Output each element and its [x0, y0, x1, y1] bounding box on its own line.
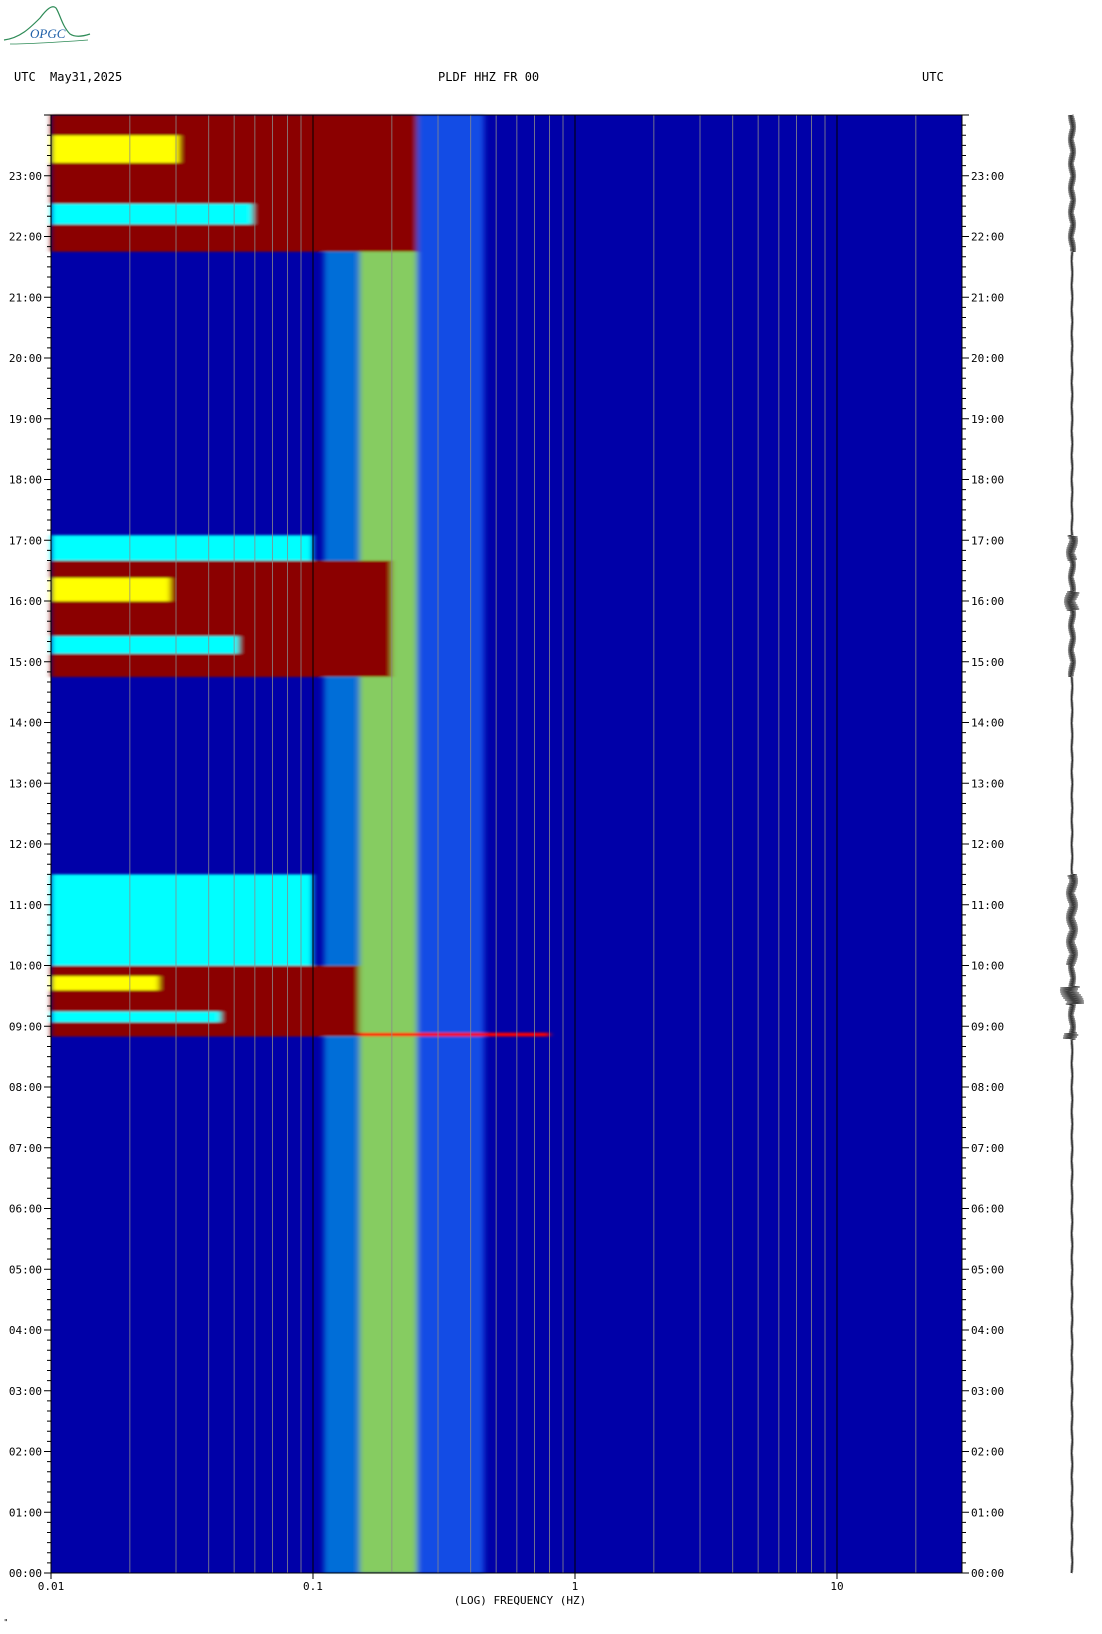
y-tick-label: 15:00	[9, 656, 42, 669]
date-label: May31,2025	[50, 70, 123, 84]
y-tick-label: 11:00	[971, 899, 1004, 912]
x-axis-title: (LOG) FREQUENCY (HZ)	[453, 1594, 587, 1607]
y-tick-label: 12:00	[971, 838, 1004, 851]
y-tick-label: 14:00	[9, 717, 42, 730]
plot-background	[51, 115, 962, 1573]
event-band	[51, 874, 313, 966]
y-tick-label: 17:00	[971, 534, 1004, 547]
event-band	[51, 535, 313, 561]
y-tick-label: 07:00	[9, 1142, 42, 1155]
y-tick-label: 00:00	[9, 1567, 42, 1580]
x-axis: 0.01 0.1 1 10	[38, 1573, 844, 1593]
frequency-gridlines	[50, 114, 963, 1574]
y-axis-right: 00:00 01:00 02:00 03:00 04:00 05:00 06:00 07:00…	[962, 114, 1004, 1580]
seismogram-trace	[1059, 114, 1085, 1574]
y-tick-label: 16:00	[9, 595, 42, 608]
y-tick-label: 23:00	[9, 170, 42, 183]
y-tick-label: 09:00	[971, 1020, 1004, 1033]
y-axis-left: 00:00 01:00 02:00 03:00 04:00 05:00 06:00 07:00…	[9, 114, 51, 1580]
y-tick-label: 10:00	[971, 960, 1004, 973]
event-band-layer	[51, 1011, 221, 1023]
microseism-band	[359, 115, 418, 1573]
opgc-logo: OPGC	[3, 6, 91, 45]
event-band-layer	[51, 976, 159, 991]
logo-text: OPGC	[30, 26, 66, 41]
event-band-layer	[51, 203, 253, 225]
y-tick-label: 03:00	[971, 1385, 1004, 1398]
y-tick-label: 03:00	[9, 1385, 42, 1398]
y-tick-label: 01:00	[9, 1506, 42, 1519]
y-tick-label: 08:00	[9, 1081, 42, 1094]
y-tick-label: 15:00	[971, 656, 1004, 669]
y-tick-label: 05:00	[971, 1263, 1004, 1276]
y-tick-label: 01:00	[971, 1506, 1004, 1519]
y-tick-label: 22:00	[9, 231, 42, 244]
x-tick-label: 10	[830, 1580, 843, 1593]
x-tick-label: 1	[572, 1580, 579, 1593]
y-tick-label: 21:00	[9, 291, 42, 304]
event-band-layer	[51, 135, 180, 163]
microseism-band-tail	[417, 115, 485, 1573]
y-tick-label: 18:00	[971, 474, 1004, 487]
y-tick-label: 13:00	[9, 777, 42, 790]
y-tick-label: 09:00	[9, 1020, 42, 1033]
y-tick-label: 05:00	[9, 1263, 42, 1276]
y-tick-label: 17:00	[9, 534, 42, 547]
event-band-layer	[51, 577, 171, 602]
y-tick-label: 13:00	[971, 777, 1004, 790]
y-tick-label: 07:00	[971, 1142, 1004, 1155]
x-tick-label: 0.1	[303, 1580, 323, 1593]
y-tick-label: 11:00	[9, 899, 42, 912]
y-tick-label: 16:00	[971, 595, 1004, 608]
y-tick-label: 02:00	[971, 1446, 1004, 1459]
utc-label-right: UTC	[922, 70, 944, 84]
footer-mark: "	[4, 1618, 8, 1627]
y-tick-label: 02:00	[9, 1446, 42, 1459]
y-tick-label: 00:00	[971, 1567, 1004, 1580]
y-tick-label: 04:00	[971, 1324, 1004, 1337]
y-tick-label: 23:00	[971, 170, 1004, 183]
y-tick-label: 06:00	[971, 1203, 1004, 1216]
y-tick-label: 20:00	[971, 352, 1004, 365]
trace-line	[1059, 114, 1085, 1574]
y-tick-label: 04:00	[9, 1324, 42, 1337]
y-tick-label: 12:00	[9, 838, 42, 851]
microseism-band-edge	[323, 115, 360, 1573]
station-label: PLDF HHZ FR 00	[438, 70, 540, 84]
y-tick-label: 14:00	[971, 717, 1004, 730]
event-band-layer	[51, 636, 239, 654]
y-tick-label: 08:00	[971, 1081, 1004, 1094]
y-tick-label: 18:00	[9, 474, 42, 487]
y-tick-label: 06:00	[9, 1203, 42, 1216]
y-tick-label: 19:00	[971, 413, 1004, 426]
y-tick-label: 20:00	[9, 352, 42, 365]
y-tick-label: 19:00	[9, 413, 42, 426]
y-tick-label: 10:00	[9, 960, 42, 973]
y-tick-label: 22:00	[971, 231, 1004, 244]
y-tick-label: 21:00	[971, 291, 1004, 304]
x-tick-label: 0.01	[38, 1580, 65, 1593]
utc-label-left: UTC	[14, 70, 36, 84]
